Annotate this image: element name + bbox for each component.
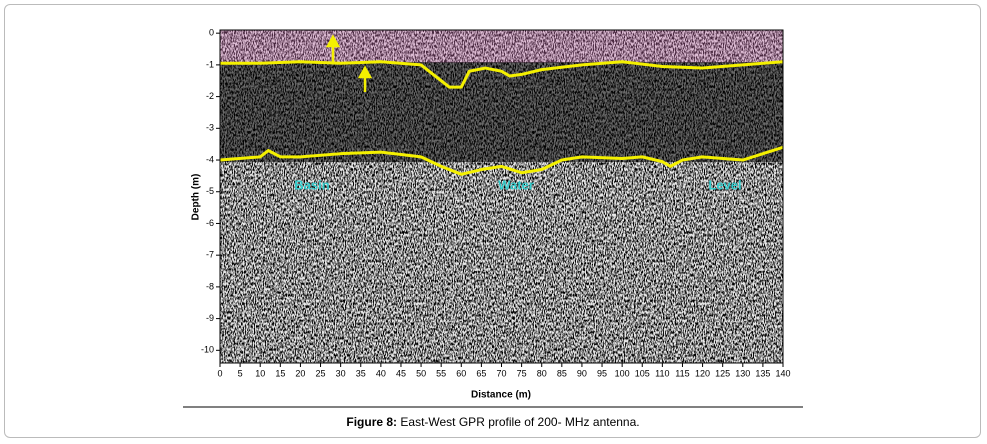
- y-tick-label: -9: [206, 313, 214, 323]
- y-tick-label: -1: [206, 59, 214, 69]
- y-tick-label: -7: [206, 250, 214, 260]
- x-tick-label: 125: [715, 368, 730, 378]
- x-tick-label: 40: [376, 368, 386, 378]
- x-tick-label: 115: [675, 368, 689, 378]
- arrows: [325, 34, 373, 92]
- x-tick-label: 75: [517, 368, 527, 378]
- y-tick-label: -2: [206, 91, 214, 101]
- x-tick-label: 25: [316, 368, 326, 378]
- annotation: Water: [498, 177, 534, 192]
- dark-band: [220, 62, 783, 162]
- figure-frame: [4, 4, 981, 438]
- x-tick-label: 130: [735, 368, 750, 378]
- y-axis-label: Depth (m): [191, 174, 202, 221]
- x-tick-label: 135: [755, 368, 770, 378]
- annotation: Level: [708, 177, 741, 192]
- x-tick-label: 95: [597, 368, 607, 378]
- surface-band: [220, 30, 783, 63]
- y-tick-label: -4: [206, 154, 214, 164]
- x-tick-label: 90: [577, 368, 587, 378]
- y-tick-label: -3: [206, 123, 214, 133]
- x-tick-label: 110: [655, 368, 669, 378]
- x-tick-label: 55: [436, 368, 446, 378]
- x-tick-label: 120: [695, 368, 710, 378]
- x-tick-label: 70: [496, 368, 506, 378]
- x-tick-label: 80: [537, 368, 547, 378]
- radargram: [220, 30, 783, 363]
- x-axis-label: Distance (m): [471, 390, 531, 401]
- x-tick-label: 30: [336, 368, 346, 378]
- y-tick-label: 0: [209, 28, 214, 38]
- y-tick-label: -10: [201, 345, 214, 355]
- caption-text: East-West GPR profile of 200- MHz antenn…: [400, 415, 639, 429]
- x-tick-label: 0: [217, 368, 222, 378]
- caption-label: Figure 8:: [346, 415, 397, 429]
- x-tick-label: 10: [255, 368, 265, 378]
- x-tick-label: 85: [557, 368, 567, 378]
- y-tick-label: -8: [206, 281, 214, 291]
- y-tick-label: -6: [206, 218, 214, 228]
- x-tick-label: 105: [635, 368, 650, 378]
- x-tick-label: 140: [775, 368, 790, 378]
- x-tick-label: 45: [396, 368, 406, 378]
- x-tick-label: 35: [356, 368, 366, 378]
- horizon-line: [220, 60, 783, 89]
- x-tick-label: 65: [476, 368, 486, 378]
- y-tick-label: -5: [206, 186, 214, 196]
- x-tick-label: 15: [275, 368, 285, 378]
- caption: Figure 8: East-West GPR profile of 200- …: [346, 415, 639, 429]
- x-tick-label: 50: [416, 368, 426, 378]
- horizon-line: [220, 145, 783, 176]
- x-tick-label: 60: [456, 368, 466, 378]
- annotation: Basin: [294, 177, 329, 192]
- x-tick-label: 20: [295, 368, 305, 378]
- x-tick-label: 5: [238, 368, 243, 378]
- x-tick-label: 100: [615, 368, 630, 378]
